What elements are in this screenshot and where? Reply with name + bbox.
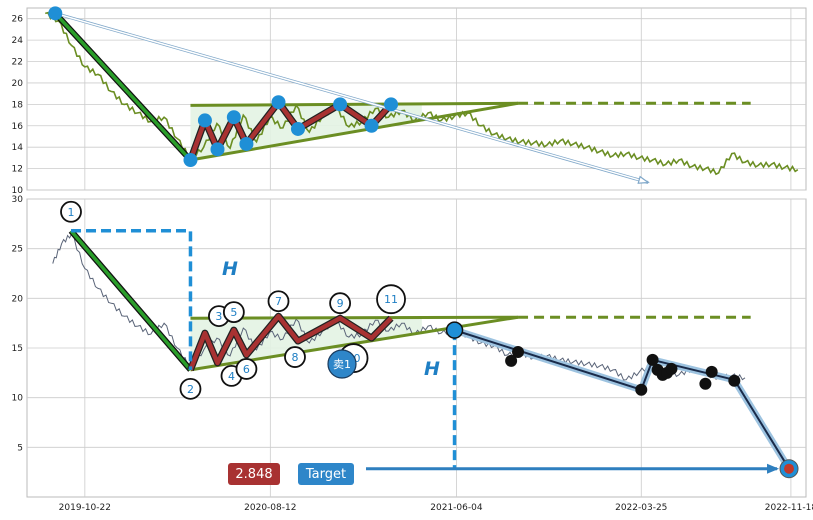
pivot-marker xyxy=(384,97,399,112)
overlays: 2.848 Target H H xyxy=(222,258,440,485)
y-tick-label: 16 xyxy=(12,122,24,132)
pivot-marker xyxy=(333,97,348,112)
y-tick-label: 5 xyxy=(17,443,23,453)
top-panel: 10 12 14 16 18 20 22 24 26 xyxy=(12,6,807,196)
y-tick-label: 20 xyxy=(12,294,24,304)
y-tick-label: 22 xyxy=(12,58,23,68)
y-tick-label: 10 xyxy=(12,394,24,404)
pivot-number-circle xyxy=(284,346,306,368)
y-tick-label: 24 xyxy=(12,36,24,46)
target-badge-bg xyxy=(298,463,354,485)
pivot-number-label: 3 xyxy=(215,310,222,323)
pivot-number-circle xyxy=(235,358,258,380)
pivot-number-circle xyxy=(60,200,82,223)
x-tick-label: 2022-03-25 xyxy=(615,503,667,513)
y-tick-label: 25 xyxy=(12,245,23,255)
y-tick-label: 18 xyxy=(12,100,24,110)
breakdown-point xyxy=(505,354,518,367)
sell-badge-circle xyxy=(327,349,357,379)
pivot-marker xyxy=(271,95,286,110)
pivot-marker xyxy=(210,142,225,157)
projection-arrowhead xyxy=(637,175,650,184)
pivot-number-circle xyxy=(376,284,406,315)
breakout-height-label: H xyxy=(424,358,440,380)
pivot-number-label: 1 xyxy=(68,206,75,219)
pivot-marker xyxy=(290,121,305,136)
pivot-number-label: 8 xyxy=(291,351,298,364)
breakdown-point xyxy=(635,383,648,396)
sell-badge-text: 卖1 xyxy=(333,358,351,371)
sell-point-marker xyxy=(445,321,464,339)
downtrend-line xyxy=(54,12,192,162)
target-marker-inner xyxy=(784,463,795,474)
projection-arrow-inner xyxy=(55,12,649,184)
pattern-height-label: H xyxy=(222,258,238,280)
y-tick-label: 15 xyxy=(12,344,23,354)
zigzag-line xyxy=(188,313,393,371)
pivot-marker xyxy=(48,6,63,21)
pivot-number-label: 5 xyxy=(230,306,237,319)
pivot-number-label: 11 xyxy=(384,293,398,306)
pivot-number-label: 7 xyxy=(275,295,282,308)
triangle-upper-line xyxy=(190,315,519,320)
pivot-number-label: 6 xyxy=(243,363,250,376)
downtrend-line xyxy=(69,229,192,371)
y-tick-label: 14 xyxy=(12,143,24,153)
pattern-height-dashed xyxy=(71,229,193,370)
pivot-marker xyxy=(364,118,379,133)
y-tick-label: 10 xyxy=(12,186,24,196)
y-tick-label: 12 xyxy=(12,165,23,175)
y-tick-label: 30 xyxy=(12,195,24,205)
pivot-number-circle xyxy=(222,301,245,324)
breakdown-point xyxy=(646,353,659,366)
value-badge-text: 2.848 xyxy=(235,467,272,482)
x-tick-label: 2022-11-18 xyxy=(765,503,813,513)
x-tick-label: 2020-08-12 xyxy=(244,503,296,513)
triangle-upper-line xyxy=(190,101,519,107)
target-arrowhead xyxy=(767,463,780,474)
x-tick-label: 2019-10-22 xyxy=(59,503,111,513)
pivot-number-circle xyxy=(329,292,352,315)
pivot-marker xyxy=(197,113,212,128)
pivot-marker xyxy=(226,110,241,125)
pivot-number-label: 2 xyxy=(187,383,194,396)
y-tick-label: 26 xyxy=(12,15,24,25)
pivot-number-label: 4 xyxy=(228,370,235,383)
pivot-marker xyxy=(183,153,198,168)
value-badge-bg xyxy=(228,463,280,485)
breakdown-point xyxy=(665,362,678,375)
breakdown-point xyxy=(728,374,741,387)
pivot-number-label: 9 xyxy=(337,297,344,310)
breakdown-point xyxy=(705,365,718,378)
breakdown-point xyxy=(512,345,525,358)
price-series-line xyxy=(52,232,746,381)
plot-frame xyxy=(26,7,807,191)
pivot-number-circle xyxy=(179,377,202,400)
y-tick-label: 20 xyxy=(12,79,24,89)
pivot-number-circle xyxy=(267,290,290,313)
breakdown-point xyxy=(699,377,712,390)
pivot-marker xyxy=(239,136,254,151)
zigzag-line xyxy=(188,99,393,161)
target-badge-text: Target xyxy=(305,467,346,482)
x-tick-label: 2021-06-04 xyxy=(430,503,483,513)
